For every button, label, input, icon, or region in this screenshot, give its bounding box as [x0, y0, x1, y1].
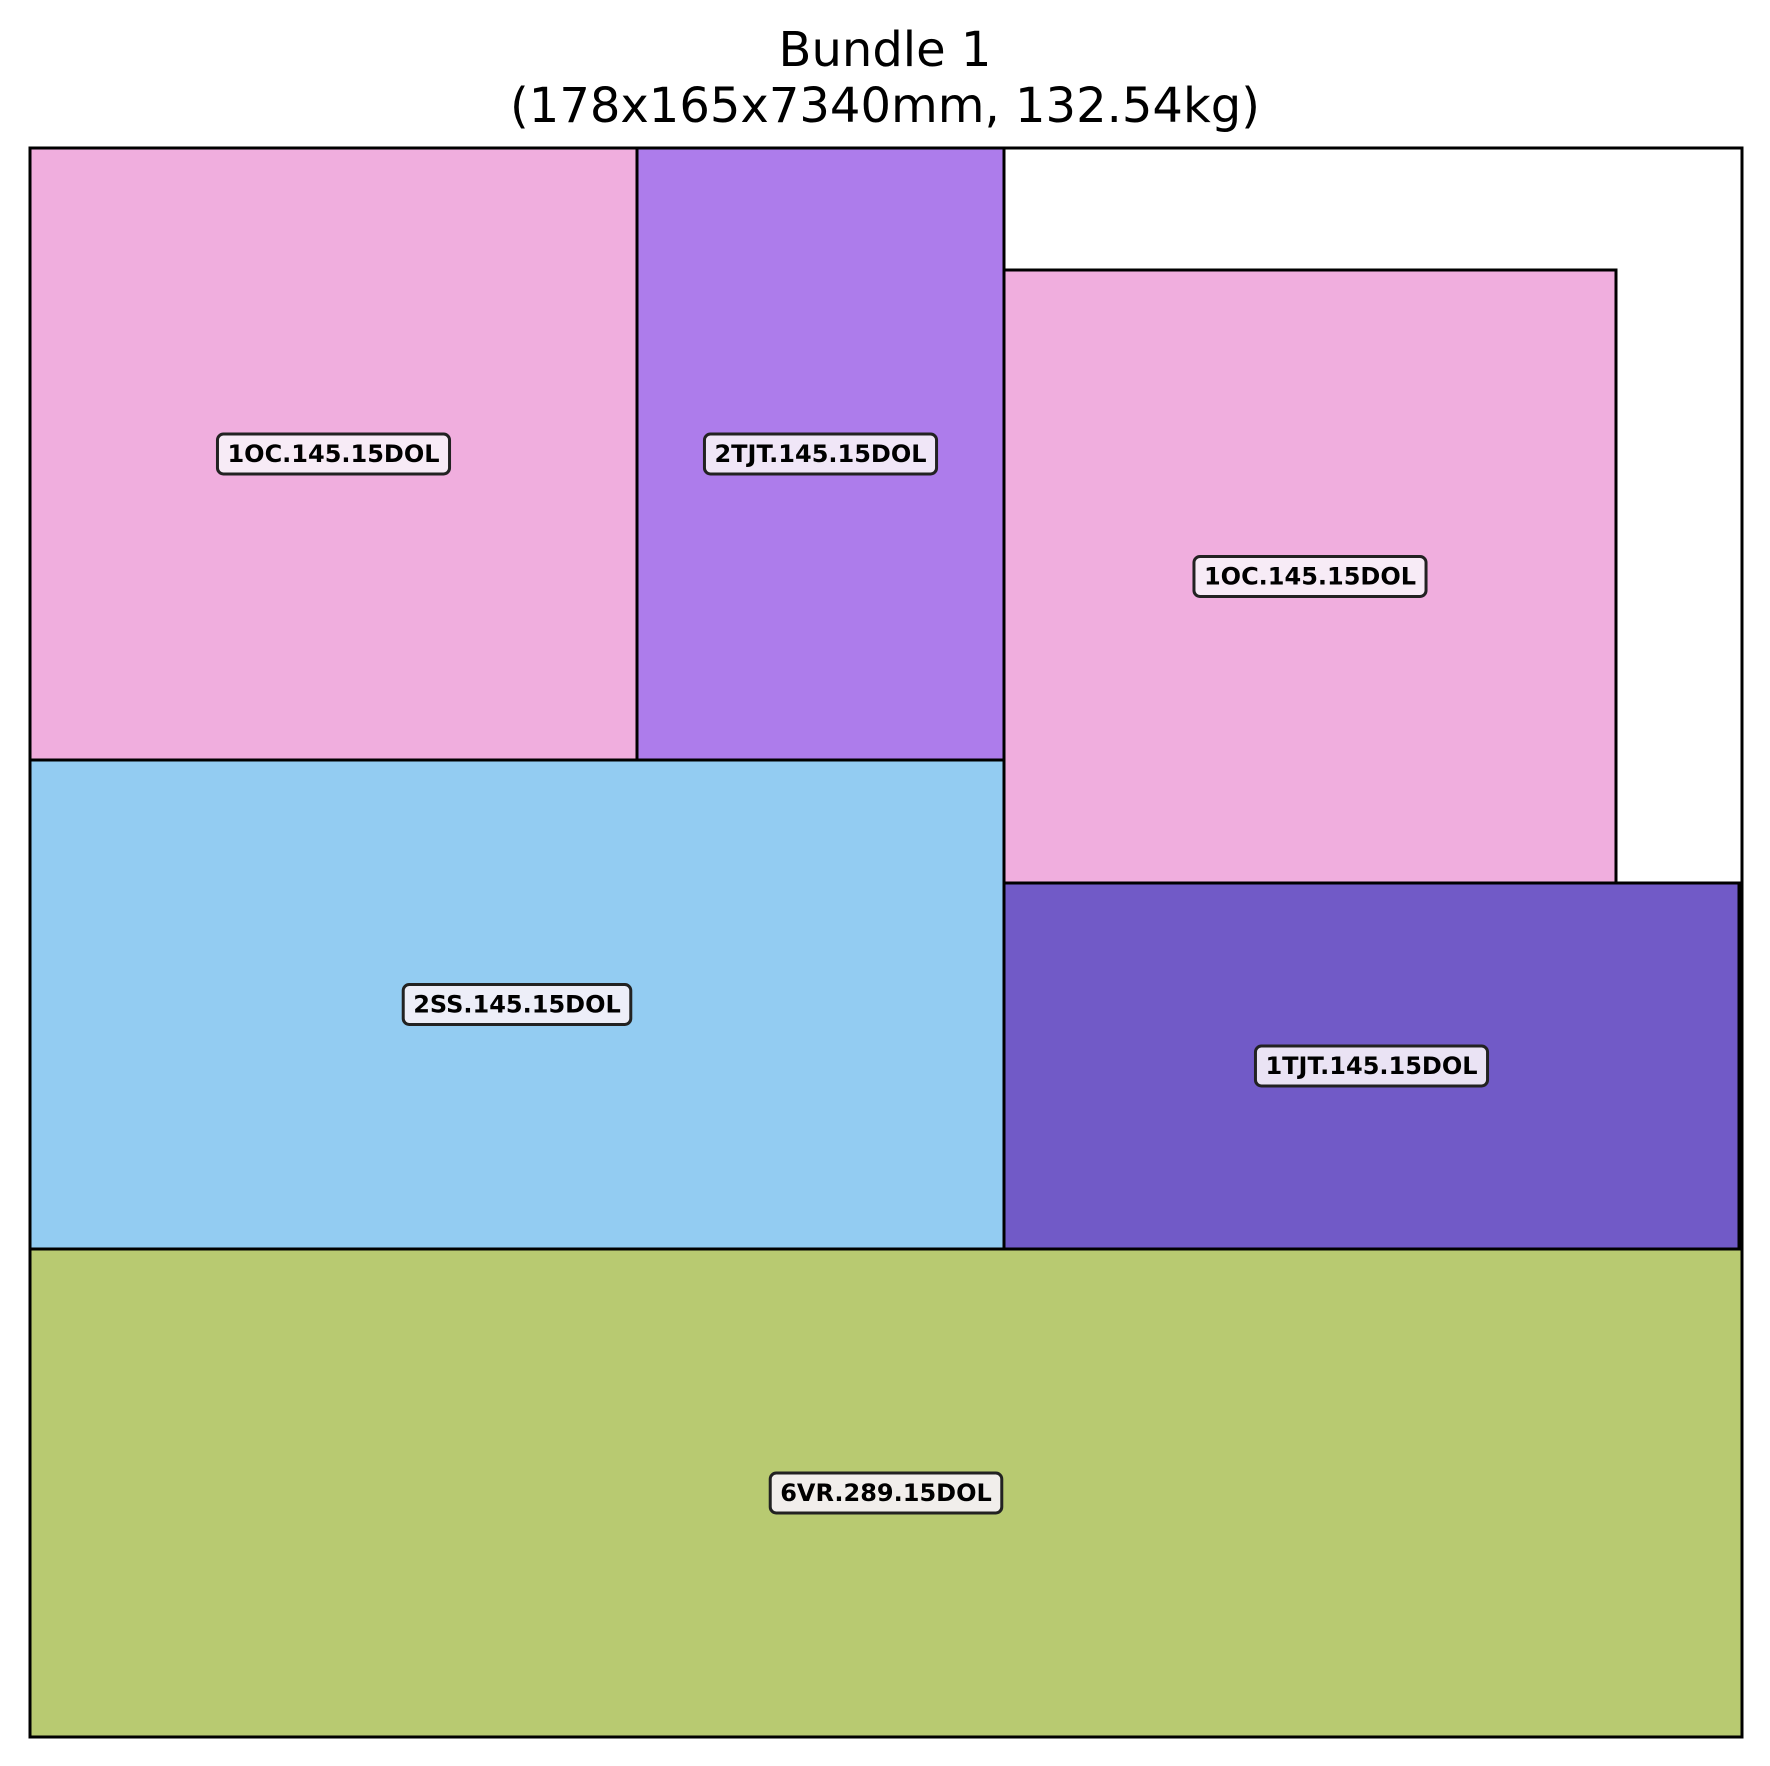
- piece-label-box: [215, 432, 452, 476]
- diagram-title: Bundle 1 (178x165x7340mm, 132.54kg): [0, 22, 1770, 134]
- piece-label-box: [702, 432, 939, 476]
- piece-label: 2TJT.145.15DOL: [702, 432, 939, 476]
- piece-label: 1OC.145.15DOL: [1192, 555, 1428, 598]
- piece-label-text: 6VR.289.15DOL: [780, 1479, 992, 1507]
- piece-label-text: 1OC.145.15DOL: [1204, 563, 1416, 591]
- title-line-1: Bundle 1: [778, 22, 992, 78]
- piece-label-box: [401, 983, 633, 1026]
- piece-label-box: [1253, 1044, 1490, 1088]
- piece-label-box: [768, 1471, 1004, 1515]
- title-line-2: (178x165x7340mm, 132.54kg): [510, 78, 1260, 135]
- piece-label: 1TJT.145.15DOL: [1253, 1044, 1490, 1088]
- piece-label-text: 1TJT.145.15DOL: [1265, 1052, 1477, 1080]
- piece-label: 1OC.145.15DOL: [215, 432, 452, 476]
- piece-label-text: 2TJT.145.15DOL: [714, 440, 926, 468]
- piece-label: 2SS.145.15DOL: [401, 983, 633, 1026]
- piece-label-text: 1OC.145.15DOL: [227, 440, 439, 468]
- piece-label-text: 2SS.145.15DOL: [413, 991, 621, 1019]
- piece-label-box: [1192, 555, 1428, 598]
- piece-label: 6VR.289.15DOL: [768, 1471, 1004, 1515]
